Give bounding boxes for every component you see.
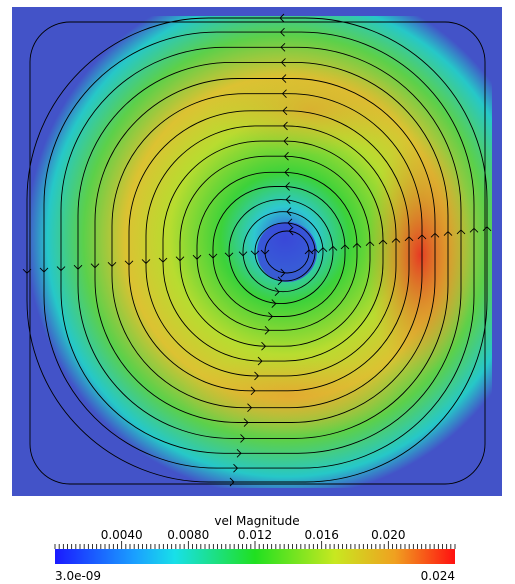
- streamline-arrow: [233, 463, 239, 473]
- streamline: [128, 110, 410, 392]
- colorbar-tick-label: 0.016: [305, 528, 339, 542]
- colorbar-max-label: 0.024: [421, 569, 455, 583]
- streamline-arrow: [404, 236, 414, 242]
- streamline-arrow: [443, 230, 453, 236]
- streamline-arrow: [391, 237, 401, 243]
- streamline-arrows: [22, 13, 492, 487]
- streamline: [228, 199, 334, 305]
- streamline-arrow: [73, 264, 83, 270]
- streamlines: [26, 17, 488, 485]
- streamline-arrow: [224, 252, 234, 258]
- color-legend: vel Magnitude 0.0040 0.0080 0.012 0.016 0.02…: [54, 514, 456, 583]
- streamline-arrow: [280, 42, 286, 52]
- streamline-arrow: [417, 234, 427, 240]
- streamline-arrow: [469, 227, 479, 233]
- streamline-arrow: [240, 434, 246, 443]
- streamline-arrow: [247, 403, 253, 412]
- streamline-arrow: [238, 251, 248, 257]
- streamline-arrow: [482, 226, 492, 232]
- colorbar-min-label: 3.0e-09: [55, 569, 101, 583]
- streamline-arrow: [287, 218, 293, 228]
- streamline-arrow: [274, 287, 280, 297]
- streamline-arrow: [90, 263, 100, 269]
- streamline-arrow: [22, 268, 32, 274]
- streamline-arrow: [254, 371, 260, 381]
- streamline-arrow: [282, 121, 288, 131]
- colorbar-tick-label: 0.0040: [101, 528, 143, 542]
- streamline: [111, 93, 423, 409]
- streamline-arrow: [283, 136, 289, 146]
- streamline-arrow: [229, 477, 235, 487]
- streamline-arrow: [264, 326, 270, 335]
- colorbar-tick-label: 0.012: [238, 528, 272, 542]
- streamline: [94, 78, 436, 423]
- streamline-arrow: [284, 168, 290, 177]
- streamline-arrow: [285, 195, 291, 204]
- streamline-arrow: [286, 207, 292, 217]
- streamline-arrow: [281, 74, 287, 83]
- streamline: [179, 155, 371, 347]
- streamline-arrow: [39, 267, 49, 273]
- streamline-arrow: [365, 241, 375, 247]
- streamline-arrow: [277, 276, 283, 286]
- warm-region-top: [210, 65, 410, 155]
- streamline-arrow: [158, 257, 168, 263]
- streamline: [196, 171, 358, 331]
- streamline-arrow: [340, 244, 350, 250]
- streamline-arrow: [257, 356, 263, 366]
- streamline-arrow: [268, 312, 274, 321]
- streamline: [77, 61, 449, 439]
- streamline-arrow: [280, 58, 286, 67]
- streamline-arrow: [282, 106, 288, 116]
- hot-spot: [365, 135, 475, 375]
- streamline: [43, 31, 475, 469]
- streamline-arrow: [456, 229, 466, 235]
- streamline-arrow: [260, 249, 270, 255]
- streamline: [254, 222, 316, 282]
- streamline: [145, 125, 397, 377]
- colorbar-tick-label: 0.020: [371, 528, 405, 542]
- streamline-arrow: [208, 253, 218, 259]
- streamline-arrow: [279, 13, 285, 23]
- streamline: [264, 230, 310, 274]
- streamline: [162, 140, 384, 362]
- streamline-arrow: [124, 260, 134, 266]
- streamline-arrow: [352, 242, 362, 248]
- streamline: [242, 211, 324, 293]
- streamline-outer: [29, 21, 486, 485]
- streamline-arrow: [328, 245, 338, 251]
- colorbar-gradient: [55, 549, 455, 564]
- streamline-arrow: [56, 266, 66, 272]
- streamline-arrow: [318, 247, 328, 253]
- streamline-arrow: [281, 89, 287, 98]
- streamline-arrow: [175, 256, 185, 262]
- streamline-arrow: [288, 226, 294, 236]
- streamline-arrow: [243, 418, 249, 427]
- streamline-arrow: [141, 259, 151, 265]
- streamline: [60, 46, 462, 454]
- streamline-arrow: [271, 299, 277, 308]
- streamline-arrow: [192, 254, 202, 260]
- streamline-arrow: [250, 250, 260, 256]
- streamline-arrow: [236, 448, 242, 458]
- colorbar-tick-label: 0.0080: [167, 528, 209, 542]
- streamline-arrow: [280, 268, 286, 278]
- warm-region-bottom: [180, 355, 400, 435]
- streamline-arrow: [250, 386, 256, 396]
- streamline-arrow: [284, 182, 290, 191]
- streamline-plot: [12, 7, 502, 496]
- streamline-arrow: [107, 262, 117, 268]
- streamline-arrow: [430, 232, 440, 238]
- colorbar-title: vel Magnitude: [214, 514, 299, 528]
- streamline-arrow: [310, 248, 320, 254]
- streamline-arrow: [261, 341, 267, 351]
- streamline-arrow: [378, 239, 388, 245]
- streamline: [26, 17, 488, 483]
- streamline-arrow: [279, 27, 285, 37]
- streamline: [212, 186, 346, 317]
- streamline-arrow: [283, 151, 289, 161]
